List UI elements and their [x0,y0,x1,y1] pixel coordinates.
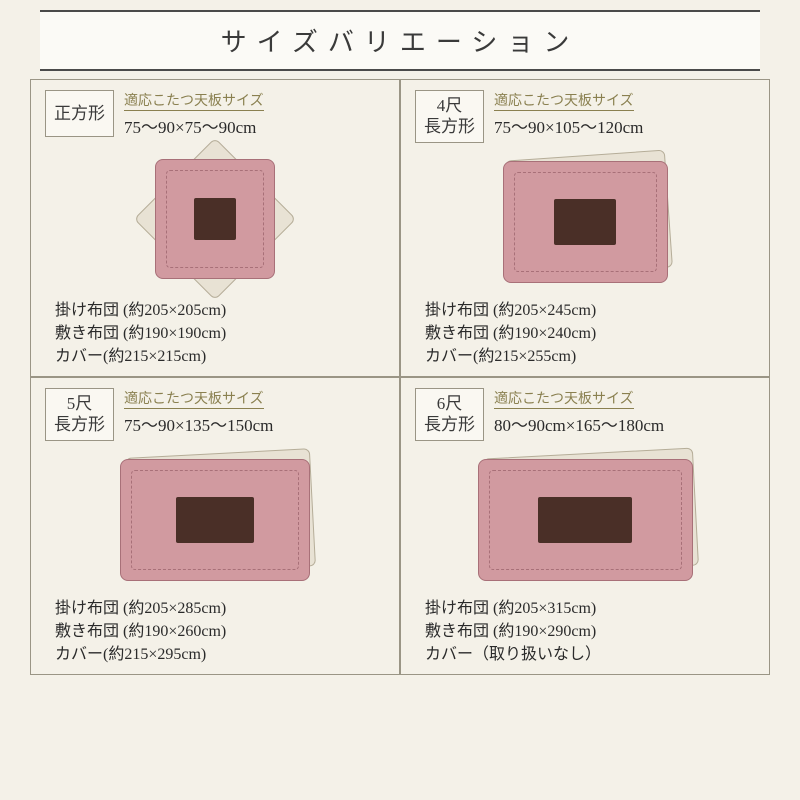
spec-line: カバー（取り扱いなし） [425,643,755,666]
futon-diagram [45,445,385,595]
futon-diagram [415,147,755,297]
spec-line: 掛け布団 (約205×245cm) [425,299,755,322]
fit-info: 適応こたつ天板サイズ 80～90cm×165～180cm [494,388,755,436]
spec-line: 敷き布団 (約190×190cm) [55,322,385,345]
fit-label: 適応こたつ天板サイズ [494,90,634,111]
fit-size: 75～90×105～120cm [494,113,755,138]
fit-size: 75～90×135～150cm [124,411,385,436]
fit-info: 適応こたつ天板サイズ 75～90×135～150cm [124,388,385,436]
spec-line: 敷き布団 (約190×290cm) [425,620,755,643]
spec-list: 掛け布団 (約205×245cm) 敷き布団 (約190×240cm) カバー(… [415,299,755,369]
size-cell-5shaku: 5尺 長方形 適応こたつ天板サイズ 75～90×135～150cm 掛け布団 (… [30,377,400,675]
fit-size: 80～90cm×165～180cm [494,411,755,436]
spec-line: 掛け布団 (約205×315cm) [425,597,755,620]
spec-list: 掛け布団 (約205×285cm) 敷き布団 (約190×260cm) カバー(… [45,597,385,667]
top-futon-shape [120,459,310,581]
shape-badge: 4尺 長方形 [415,90,484,143]
spec-list: 掛け布団 (約205×205cm) 敷き布団 (約190×190cm) カバー(… [45,299,385,369]
spec-line: カバー(約215×215cm) [55,345,385,368]
futon-diagram [415,445,755,595]
spec-line: カバー(約215×295cm) [55,643,385,666]
shape-badge: 6尺 長方形 [415,388,484,441]
top-futon-shape [155,159,275,279]
spec-line: 敷き布団 (約190×260cm) [55,620,385,643]
fit-info: 適応こたつ天板サイズ 75～90×75～90cm [124,90,385,138]
spec-list: 掛け布団 (約205×315cm) 敷き布団 (約190×290cm) カバー（… [415,597,755,667]
shape-badge: 正方形 [45,90,114,137]
top-futon-shape [503,161,668,283]
fit-info: 適応こたつ天板サイズ 75～90×105～120cm [494,90,755,138]
spec-line: 敷き布団 (約190×240cm) [425,322,755,345]
table-board-shape [194,198,236,240]
spec-line: 掛け布団 (約205×285cm) [55,597,385,620]
cell-header: 4尺 長方形 適応こたつ天板サイズ 75～90×105～120cm [415,90,755,143]
table-board-shape [538,497,632,543]
shape-badge: 5尺 長方形 [45,388,114,441]
top-futon-shape [478,459,693,581]
cell-header: 5尺 長方形 適応こたつ天板サイズ 75～90×135～150cm [45,388,385,441]
fit-label: 適応こたつ天板サイズ [124,90,264,111]
size-cell-4shaku: 4尺 長方形 適応こたつ天板サイズ 75～90×105～120cm 掛け布団 (… [400,79,770,377]
fit-label: 適応こたつ天板サイズ [124,388,264,409]
table-board-shape [554,199,616,245]
size-cell-square: 正方形 適応こたつ天板サイズ 75～90×75～90cm 掛け布団 (約205×… [30,79,400,377]
table-board-shape [176,497,254,543]
size-cell-6shaku: 6尺 長方形 適応こたつ天板サイズ 80～90cm×165～180cm 掛け布団… [400,377,770,675]
spec-line: カバー(約215×255cm) [425,345,755,368]
size-grid: 正方形 適応こたつ天板サイズ 75～90×75～90cm 掛け布団 (約205×… [30,79,770,675]
fit-size: 75～90×75～90cm [124,113,385,138]
futon-diagram [45,142,385,297]
cell-header: 正方形 適応こたつ天板サイズ 75～90×75～90cm [45,90,385,138]
spec-line: 掛け布団 (約205×205cm) [55,299,385,322]
fit-label: 適応こたつ天板サイズ [494,388,634,409]
cell-header: 6尺 長方形 適応こたつ天板サイズ 80～90cm×165～180cm [415,388,755,441]
page-title: サイズバリエーション [40,10,760,71]
